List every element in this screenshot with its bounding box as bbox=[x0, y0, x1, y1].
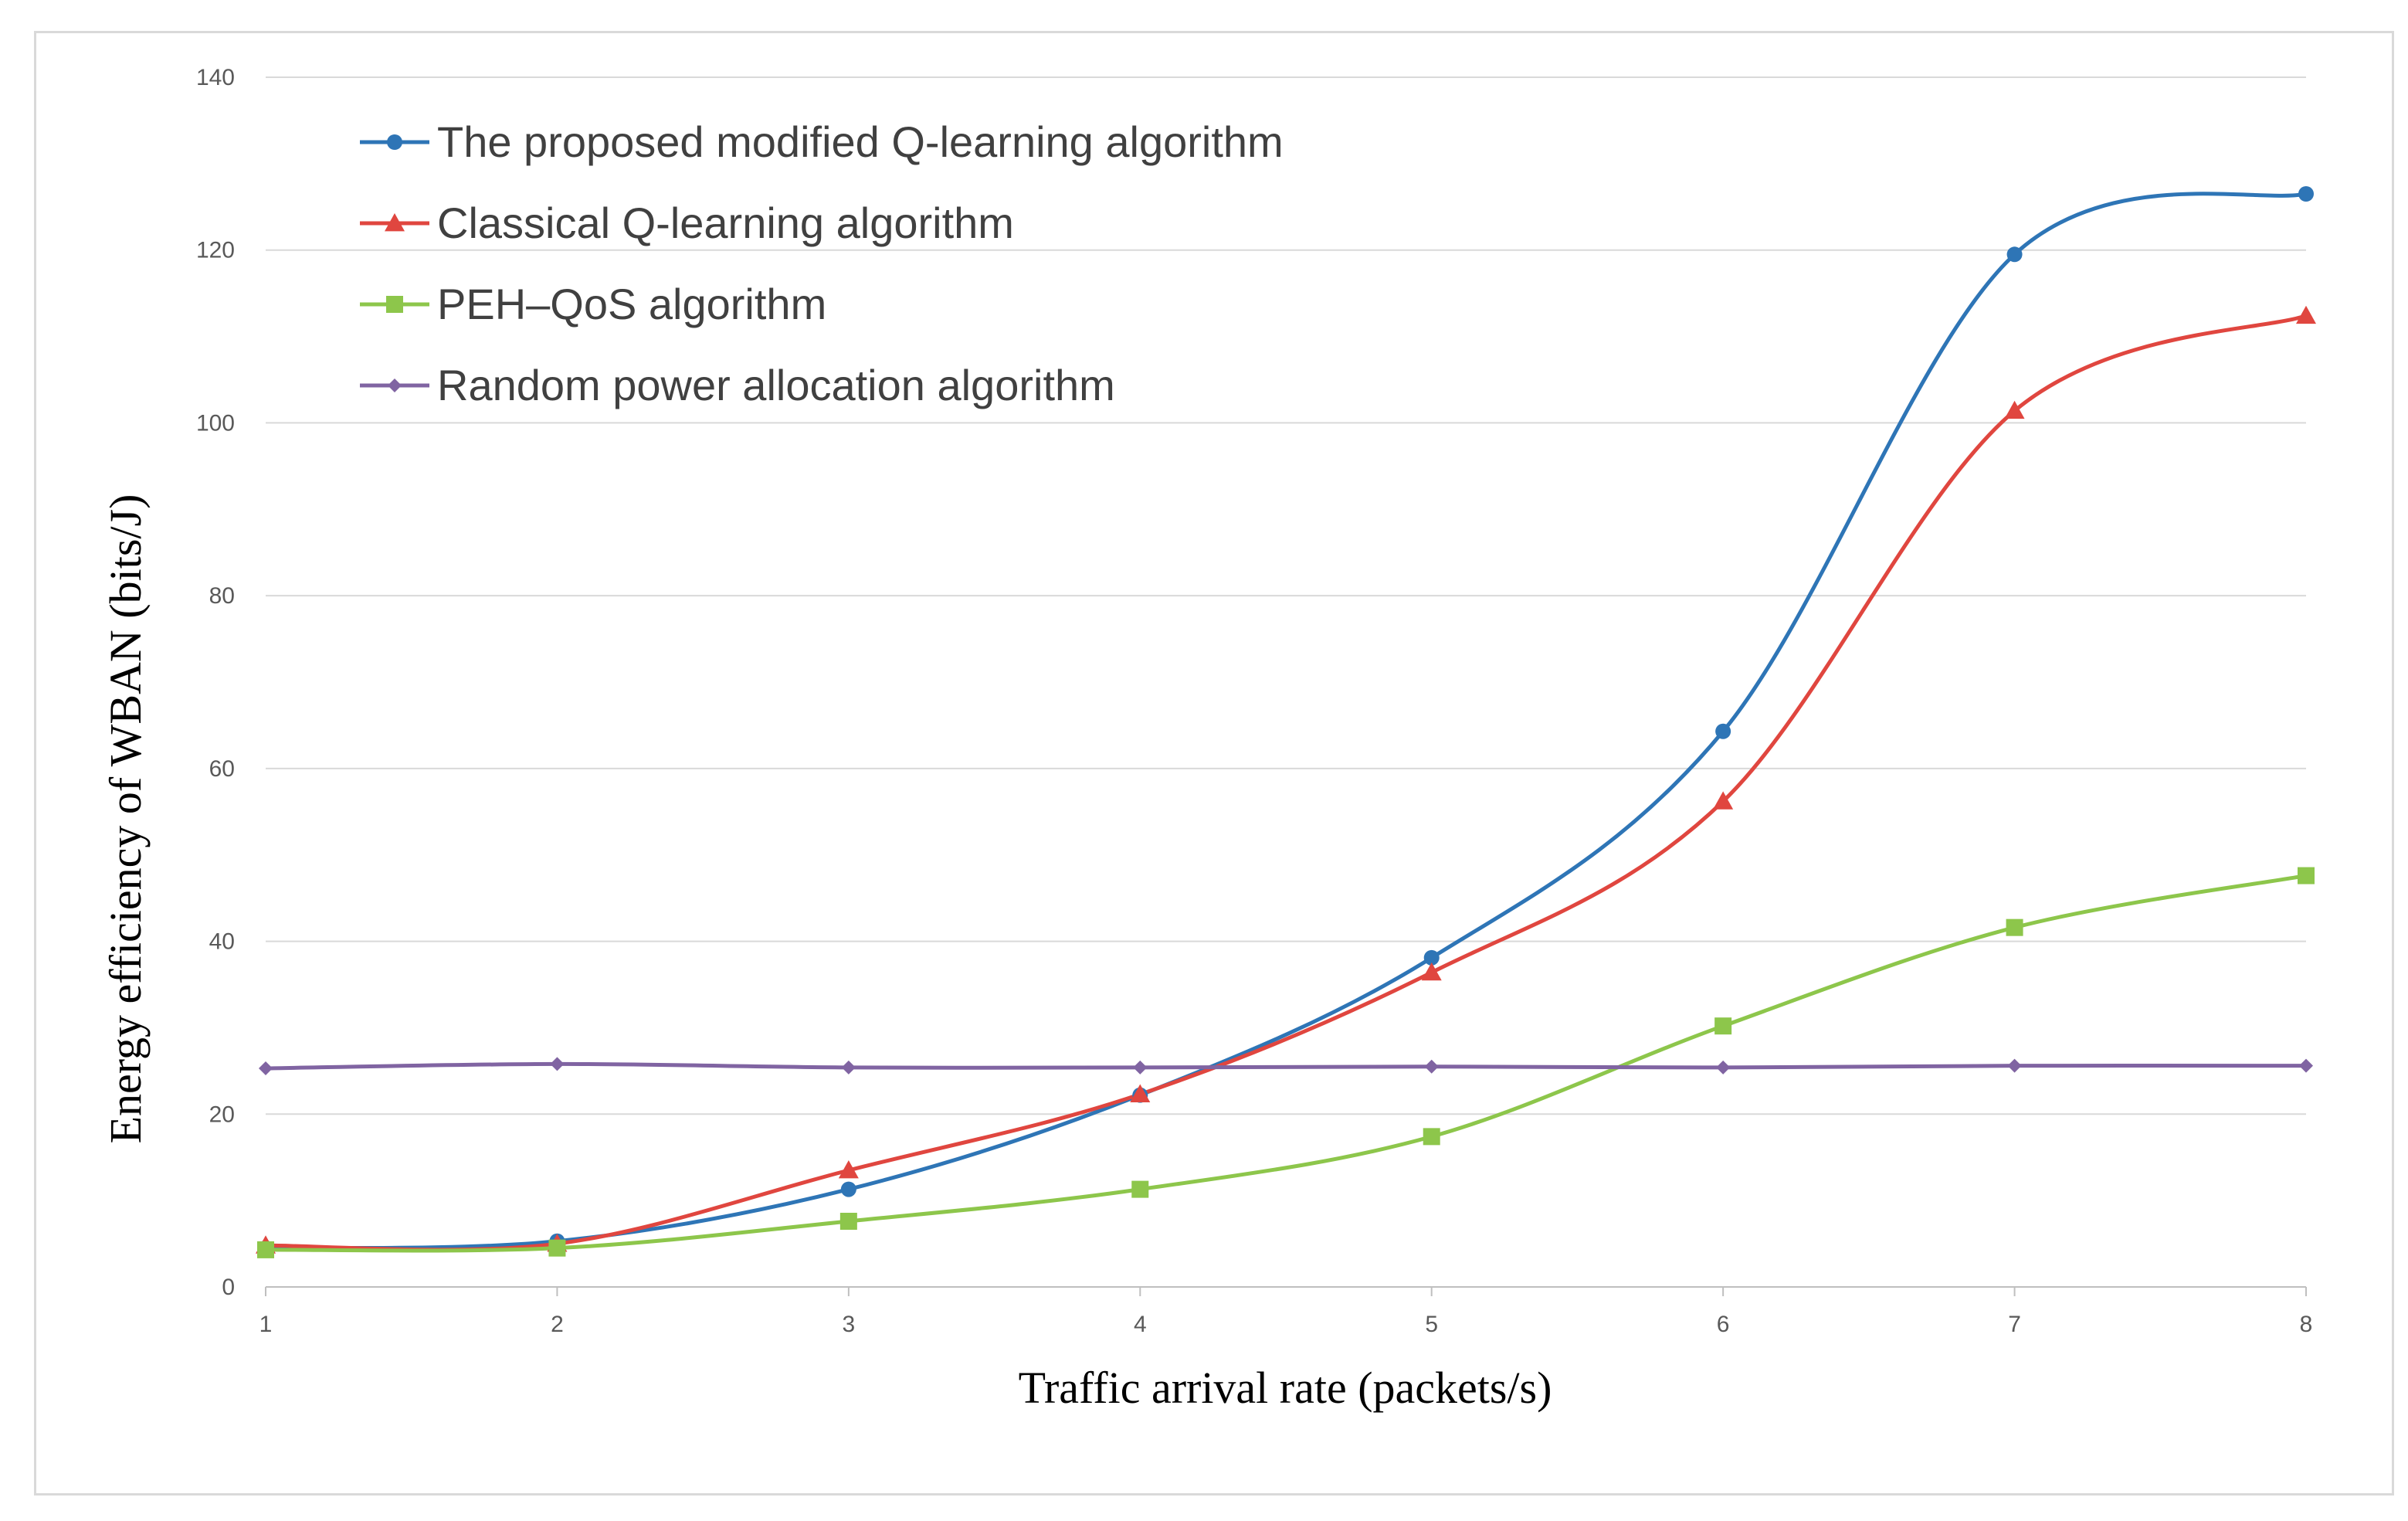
data-point-peh-qos-x2 bbox=[548, 1239, 566, 1257]
y-tick-label-80: 80 bbox=[209, 583, 235, 609]
data-point-random-power-allocation-x2 bbox=[550, 1057, 565, 1071]
x-tick-label-3: 3 bbox=[843, 1312, 856, 1337]
data-point-peh-qos-x4 bbox=[1131, 1180, 1149, 1198]
legend-label-peh-qos: PEH–QoS algorithm bbox=[437, 280, 826, 328]
data-point-proposed-modified-q-learning-x8 bbox=[2298, 186, 2314, 202]
data-point-peh-qos-x8 bbox=[2298, 867, 2315, 884]
y-axis-title: Energy efficiency of WBAN (bits/J) bbox=[100, 494, 151, 1144]
x-tick-label-2: 2 bbox=[551, 1312, 564, 1337]
x-tick-label-4: 4 bbox=[1134, 1312, 1147, 1337]
series-line-random-power-allocation bbox=[263, 1061, 2308, 1071]
data-point-random-power-allocation-x5 bbox=[1424, 1059, 1439, 1074]
y-tick-label-20: 20 bbox=[209, 1102, 235, 1127]
data-point-random-power-allocation-x8 bbox=[2299, 1058, 2313, 1073]
legend: The proposed modified Q-learning algorit… bbox=[360, 117, 1284, 409]
y-tick-label-100: 100 bbox=[196, 410, 235, 436]
y-tick-label-60: 60 bbox=[209, 756, 235, 782]
legend-marker-peh-qos bbox=[386, 296, 403, 313]
y-tick-label-120: 120 bbox=[196, 238, 235, 263]
x-tick-label-7: 7 bbox=[2008, 1312, 2021, 1337]
data-point-proposed-modified-q-learning-x7 bbox=[2006, 246, 2023, 263]
data-point-peh-qos-x1 bbox=[257, 1241, 274, 1258]
data-point-classical-q-learning-x6 bbox=[1713, 791, 1734, 810]
x-tick-label-1: 1 bbox=[259, 1312, 273, 1337]
data-point-random-power-allocation-x7 bbox=[2007, 1058, 2022, 1073]
legend-marker-random-power-allocation bbox=[388, 379, 402, 392]
series-line-proposed-modified-q-learning bbox=[263, 192, 2308, 1251]
series-markers bbox=[256, 186, 2316, 1258]
legend-label-proposed-modified-q-learning: The proposed modified Q-learning algorit… bbox=[437, 117, 1284, 166]
legend-label-random-power-allocation: Random power allocation algorithm bbox=[437, 361, 1115, 409]
data-point-proposed-modified-q-learning-x3 bbox=[840, 1181, 856, 1197]
data-point-classical-q-learning-x7 bbox=[2004, 400, 2025, 419]
data-point-proposed-modified-q-learning-x6 bbox=[1715, 723, 1731, 739]
data-point-classical-q-learning-x3 bbox=[838, 1159, 859, 1179]
y-tick-label-140: 140 bbox=[196, 65, 235, 90]
legend-marker-proposed-modified-q-learning bbox=[387, 134, 402, 150]
x-tick-label-5: 5 bbox=[1425, 1312, 1438, 1337]
data-point-peh-qos-x3 bbox=[839, 1212, 857, 1230]
x-tick-label-6: 6 bbox=[1717, 1312, 1730, 1337]
data-point-classical-q-learning-x5 bbox=[1421, 962, 1442, 981]
data-point-classical-q-learning-x4 bbox=[1130, 1084, 1151, 1102]
axes bbox=[265, 1286, 2307, 1296]
legend-marker-classical-q-learning bbox=[385, 213, 405, 232]
data-point-random-power-allocation-x4 bbox=[1133, 1060, 1148, 1075]
legend-label-classical-q-learning: Classical Q-learning algorithm bbox=[437, 199, 1014, 247]
data-point-peh-qos-x6 bbox=[1714, 1017, 1732, 1035]
data-point-random-power-allocation-x1 bbox=[259, 1061, 273, 1076]
tick-labels: 0 20 40 60 80 100 120 140 1 2 3 4 5 6 7 8 bbox=[196, 65, 2312, 1337]
data-point-random-power-allocation-x3 bbox=[841, 1060, 856, 1075]
data-point-proposed-modified-q-learning-x5 bbox=[1423, 949, 1440, 966]
series-line-classical-q-learning bbox=[263, 314, 2308, 1252]
x-tick-label-8: 8 bbox=[2300, 1312, 2313, 1337]
series-lines bbox=[263, 192, 2308, 1253]
series-line-peh-qos bbox=[263, 874, 2308, 1253]
y-tick-label-0: 0 bbox=[222, 1275, 235, 1300]
x-axis-title: Traffic arrival rate (packets/s) bbox=[1019, 1363, 1552, 1413]
data-point-peh-qos-x5 bbox=[1423, 1128, 1440, 1146]
y-tick-label-40: 40 bbox=[209, 929, 235, 955]
data-point-peh-qos-x7 bbox=[2006, 918, 2023, 936]
data-point-classical-q-learning-x8 bbox=[2296, 305, 2316, 324]
data-point-random-power-allocation-x6 bbox=[1716, 1060, 1731, 1075]
